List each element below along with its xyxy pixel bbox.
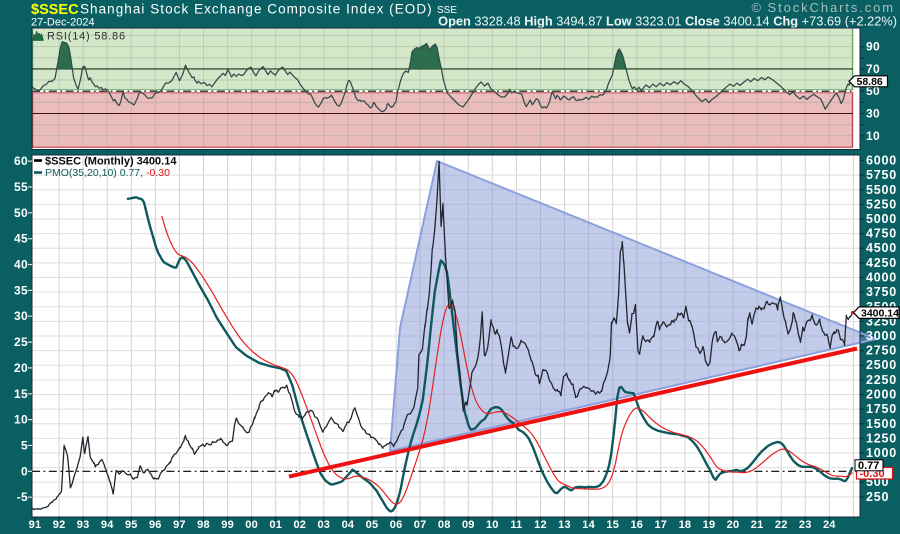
svg-text:4750: 4750: [866, 227, 897, 241]
svg-text:5500: 5500: [866, 183, 897, 197]
svg-text:3750: 3750: [866, 285, 897, 299]
svg-text:1750: 1750: [866, 402, 897, 416]
svg-text:60: 60: [14, 154, 28, 168]
svg-text:10: 10: [14, 413, 28, 427]
svg-text:250: 250: [866, 490, 889, 504]
svg-text:© StockCharts.com: © StockCharts.com: [752, 0, 895, 15]
svg-text:95: 95: [125, 519, 138, 531]
svg-text:02: 02: [293, 519, 306, 531]
svg-text:93: 93: [77, 519, 90, 531]
svg-text:20: 20: [727, 519, 740, 531]
svg-text:10: 10: [866, 129, 880, 143]
svg-text:6000: 6000: [866, 154, 897, 168]
svg-text:0.77: 0.77: [858, 460, 879, 472]
svg-text:Open 3328.48 High 3494.87 Low: Open 3328.48 High 3494.87 Low 3323.01 Cl…: [438, 14, 897, 29]
svg-text:55: 55: [14, 180, 28, 194]
svg-text:16: 16: [630, 519, 643, 531]
svg-text:1250: 1250: [866, 431, 897, 445]
svg-text:23: 23: [799, 519, 812, 531]
svg-text:5: 5: [21, 438, 28, 452]
svg-text:10: 10: [486, 519, 499, 531]
svg-text:4250: 4250: [866, 256, 897, 270]
svg-text:22: 22: [775, 519, 788, 531]
svg-text:4500: 4500: [866, 241, 897, 255]
svg-text:18: 18: [679, 519, 692, 531]
svg-text:3400.14: 3400.14: [861, 307, 899, 319]
svg-text:$SSEC: $SSEC: [31, 2, 79, 18]
svg-text:06: 06: [390, 519, 403, 531]
svg-text:04: 04: [342, 519, 355, 531]
svg-text:11: 11: [510, 519, 522, 531]
svg-text:5250: 5250: [866, 197, 897, 211]
svg-text:19: 19: [703, 519, 716, 531]
svg-text:2500: 2500: [866, 358, 897, 372]
svg-text:45: 45: [14, 232, 28, 246]
svg-text:25: 25: [14, 335, 28, 349]
svg-text:58.86: 58.86: [857, 76, 883, 88]
svg-text:14: 14: [582, 519, 595, 531]
svg-text:5000: 5000: [866, 212, 897, 226]
svg-text:92: 92: [53, 519, 66, 531]
svg-text:98: 98: [197, 519, 210, 531]
svg-text:2250: 2250: [866, 373, 897, 387]
svg-text:0: 0: [21, 464, 28, 478]
svg-text:SSE: SSE: [437, 5, 457, 16]
svg-text:5750: 5750: [866, 168, 897, 182]
svg-text:2750: 2750: [866, 344, 897, 358]
svg-text:17: 17: [654, 519, 667, 531]
svg-text:05: 05: [366, 519, 379, 531]
svg-text:96: 96: [149, 519, 162, 531]
svg-text:-5: -5: [17, 490, 28, 504]
svg-text:1000: 1000: [866, 446, 897, 460]
svg-text:$SSEC (Monthly) 3400.14: $SSEC (Monthly) 3400.14: [45, 156, 177, 168]
svg-text:94: 94: [101, 519, 114, 531]
svg-text:2000: 2000: [866, 388, 897, 402]
svg-text:01: 01: [269, 519, 282, 531]
svg-text:03: 03: [317, 519, 330, 531]
svg-text:07: 07: [414, 519, 427, 531]
svg-text:70: 70: [866, 62, 880, 76]
svg-text:20: 20: [14, 361, 28, 375]
svg-text:15: 15: [606, 519, 619, 531]
svg-text:24: 24: [823, 519, 836, 531]
svg-text:97: 97: [173, 519, 186, 531]
svg-text:3000: 3000: [866, 329, 897, 343]
svg-text:08: 08: [438, 519, 451, 531]
svg-text:21: 21: [751, 519, 764, 531]
svg-text:30: 30: [14, 309, 28, 323]
svg-text:35: 35: [14, 283, 28, 297]
svg-text:27-Dec-2024: 27-Dec-2024: [31, 17, 95, 29]
svg-text:15: 15: [14, 387, 28, 401]
svg-text:50: 50: [866, 84, 880, 98]
svg-text:Shanghai Stock Exchange Compos: Shanghai Stock Exchange Composite Index …: [80, 2, 433, 17]
svg-text:4000: 4000: [866, 271, 897, 285]
svg-text:90: 90: [866, 40, 880, 54]
svg-text:40: 40: [14, 258, 28, 272]
svg-text:PMO(35,20,10) 0.77, -0.30: PMO(35,20,10) 0.77, -0.30: [45, 167, 170, 179]
svg-text:13: 13: [558, 519, 571, 531]
svg-text:00: 00: [245, 519, 258, 531]
svg-text:09: 09: [462, 519, 475, 531]
svg-text:99: 99: [221, 519, 234, 531]
svg-text:30: 30: [866, 107, 880, 121]
svg-text:50: 50: [14, 206, 28, 220]
svg-text:1500: 1500: [866, 417, 897, 431]
svg-text:91: 91: [29, 519, 42, 531]
svg-text:12: 12: [534, 519, 547, 531]
svg-text:RSI(14) 58.86: RSI(14) 58.86: [47, 31, 126, 43]
